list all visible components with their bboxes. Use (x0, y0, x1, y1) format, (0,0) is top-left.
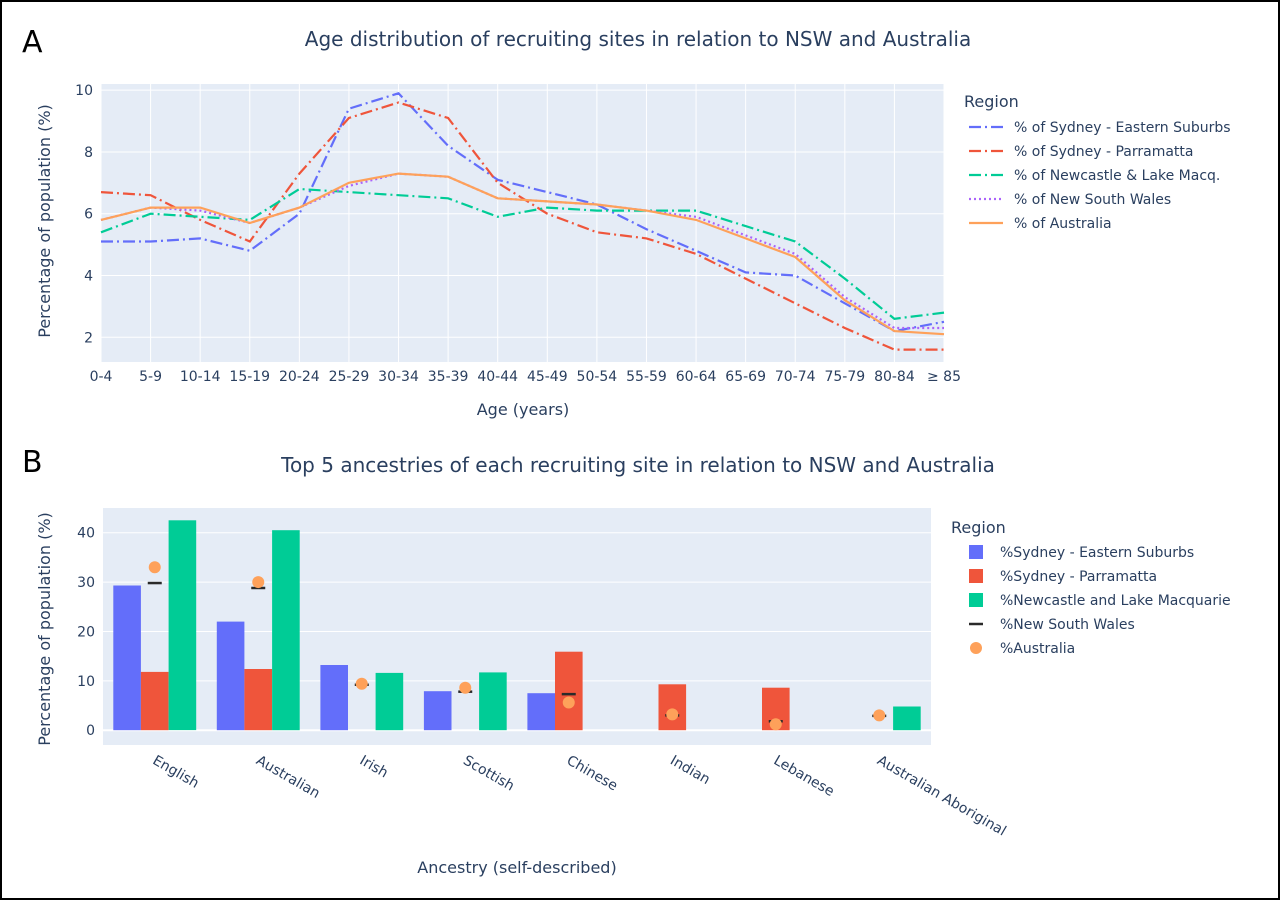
legend-label: %Sydney - Parramatta (1000, 569, 1157, 585)
bar (658, 684, 687, 731)
legend-label: %Sydney - Eastern Suburbs (1000, 545, 1194, 561)
legend-label: % of Sydney - Parramatta (1014, 144, 1194, 160)
series-line (100, 101, 944, 351)
x-tick-label: 0-4 (90, 369, 113, 385)
y-tick-label: 0 (86, 723, 95, 739)
legend-swatch (970, 642, 982, 654)
legend-swatch (969, 545, 983, 559)
chart-b-ylabel: Percentage of population (%) (35, 512, 54, 746)
legend-label: %New South Wales (1000, 617, 1135, 633)
chart-a-ylabel: Percentage of population (%) (35, 104, 54, 338)
x-tick-label: 30-34 (378, 369, 419, 385)
marker-australia (355, 677, 368, 690)
legend-label: % of Australia (1014, 216, 1112, 232)
y-tick-label: 10 (77, 674, 95, 690)
marker-australia (769, 718, 782, 731)
x-tick-label: 45-49 (527, 369, 568, 385)
marker-australia (666, 708, 679, 721)
chart-a-legend-title: Region (964, 92, 1019, 111)
x-tick-label: Chinese (564, 753, 620, 795)
x-tick-label: Lebanese (771, 753, 837, 800)
legend-swatch (969, 593, 983, 607)
series-line (100, 172, 945, 336)
panel-b-letter: B (22, 445, 43, 480)
x-tick-label: 25-29 (329, 369, 370, 385)
chart-b-xlabel: Ancestry (self-described) (417, 858, 616, 877)
legend-label: %Newcastle and Lake Macquarie (1000, 593, 1231, 609)
chart-a: 0-4 5-9 10-14 15-19 20-24 25-29 30-34 35-39 40-4… (75, 83, 1230, 385)
y-tick-label: 8 (84, 145, 93, 161)
x-tick-label: 50-54 (577, 369, 618, 385)
legend-swatch (969, 569, 983, 583)
bar (893, 706, 921, 731)
bar (555, 651, 583, 731)
x-tick-label: 15-19 (229, 369, 270, 385)
series-line (101, 92, 945, 333)
bar (272, 530, 300, 731)
chart-b: 0 10 20 30 40 English Australian Irish Scottish C… (77, 508, 1231, 840)
x-tick-label: 20-24 (279, 369, 320, 385)
x-tick-label: ≥ 85 (927, 369, 961, 385)
x-tick-label: 65-69 (725, 369, 766, 385)
x-tick-label: 75-79 (824, 369, 865, 385)
bar (320, 665, 348, 731)
x-tick-label: 55-59 (626, 369, 667, 385)
x-tick-label: 10-14 (180, 369, 221, 385)
y-tick-label: 20 (77, 624, 95, 640)
bar (168, 520, 197, 731)
panel-a-letter: A (22, 25, 43, 60)
x-tick-label: Scottish (460, 753, 517, 795)
y-tick-label: 2 (84, 330, 93, 346)
x-tick-label: 5-9 (139, 369, 162, 385)
marker-australia (148, 561, 161, 574)
x-tick-label: Australian Aboriginal (874, 753, 1008, 840)
x-tick-label: 35-39 (428, 369, 469, 385)
x-tick-label: Australian (253, 753, 322, 802)
bar (140, 671, 169, 731)
bar (423, 691, 452, 731)
legend-label: %Australia (1000, 641, 1075, 657)
chart-a-title: Age distribution of recruiting sites in … (305, 27, 971, 51)
chart-a-xlabel: Age (years) (477, 400, 570, 419)
bar (216, 621, 245, 731)
y-tick-label: 4 (84, 269, 93, 285)
marker-australia (459, 681, 472, 694)
legend-label: % of Sydney - Eastern Suburbs (1014, 120, 1231, 136)
chart-b-title: Top 5 ancestries of each recruiting site… (280, 453, 995, 477)
x-tick-label: 80-84 (874, 369, 915, 385)
y-tick-label: 30 (77, 575, 95, 591)
y-tick-label: 6 (84, 207, 93, 223)
chart-b-legend-title: Region (951, 518, 1006, 537)
marker-australia (252, 576, 265, 589)
y-tick-label: 10 (75, 83, 93, 99)
bar (113, 585, 141, 731)
x-tick-label: English (150, 753, 202, 792)
bar (244, 669, 272, 731)
x-tick-label: Irish (357, 753, 391, 782)
legend-label: % of Newcastle & Lake Macq. (1014, 168, 1220, 184)
x-tick-label: Indian (667, 753, 712, 788)
bar (527, 693, 555, 731)
y-tick-label: 40 (77, 526, 95, 542)
marker-australia (562, 696, 575, 709)
x-tick-label: 60-64 (676, 369, 717, 385)
bar (479, 672, 507, 731)
legend-label: % of New South Wales (1014, 192, 1171, 208)
plot-area-a (101, 84, 944, 362)
x-tick-label: 40-44 (477, 369, 518, 385)
series-line (100, 187, 945, 320)
x-tick-label: 70-74 (775, 369, 816, 385)
bar (375, 672, 404, 731)
marker-australia (873, 709, 886, 722)
